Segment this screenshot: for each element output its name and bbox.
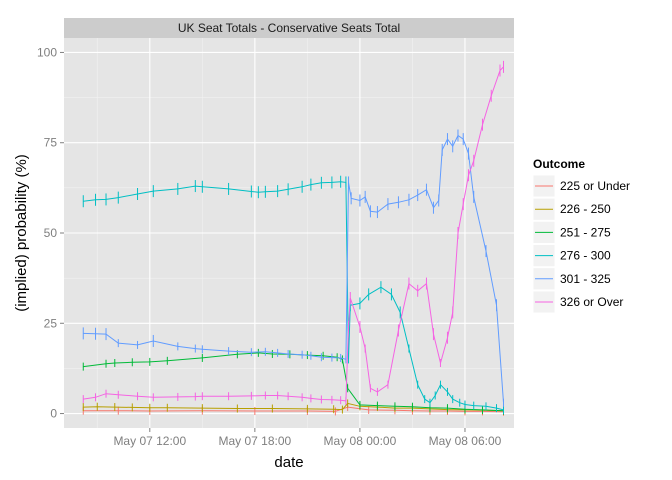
grid-major — [64, 38, 514, 428]
y-axis-ticks: 0 25 50 75 100 — [37, 45, 64, 421]
legend-label: 226 - 250 — [560, 202, 611, 216]
legend-label: 251 - 275 — [560, 225, 611, 239]
series-line — [83, 402, 504, 412]
x-tick-label: May 07 18:00 — [218, 434, 291, 448]
x-tick-label: May 08 00:00 — [324, 434, 397, 448]
legend-item: 326 or Over — [532, 290, 623, 314]
y-axis-label: (implied) probability (%) — [13, 154, 30, 312]
y-tick-label: 0 — [50, 407, 57, 421]
x-axis-label: date — [274, 454, 303, 471]
y-tick-label: 75 — [44, 136, 58, 150]
legend-item: 301 - 325 — [532, 267, 611, 291]
legend-label: 276 - 300 — [560, 249, 611, 263]
legend: 225 or Under 226 - 250 251 - 275 276 - 300 3… — [532, 174, 630, 314]
chart-title: UK Seat Totals - Conservative Seats Tota… — [178, 21, 400, 35]
series-line — [83, 406, 504, 413]
y-tick-label: 25 — [44, 316, 58, 330]
series-326-or-over — [82, 60, 504, 405]
legend-label: 326 or Over — [560, 295, 623, 309]
legend-item: 226 - 250 — [532, 197, 611, 221]
y-tick-label: 100 — [37, 45, 57, 59]
legend-item: 225 or Under — [532, 174, 630, 198]
legend-label: 225 or Under — [560, 179, 630, 193]
legend-item: 251 - 275 — [532, 220, 611, 244]
x-tick-label: May 07 12:00 — [113, 434, 186, 448]
strip-background — [64, 18, 514, 38]
series-layer — [82, 60, 504, 416]
legend-item: 276 - 300 — [532, 244, 611, 268]
x-axis-ticks: May 07 12:00 May 07 18:00 May 08 00:00 May … — [113, 428, 502, 448]
x-tick-label: May 08 06:00 — [429, 434, 502, 448]
legend-title: Outcome — [533, 157, 585, 171]
series-301-325 — [82, 129, 504, 407]
y-tick-label: 50 — [44, 226, 58, 240]
legend-label: 301 - 325 — [560, 272, 611, 286]
